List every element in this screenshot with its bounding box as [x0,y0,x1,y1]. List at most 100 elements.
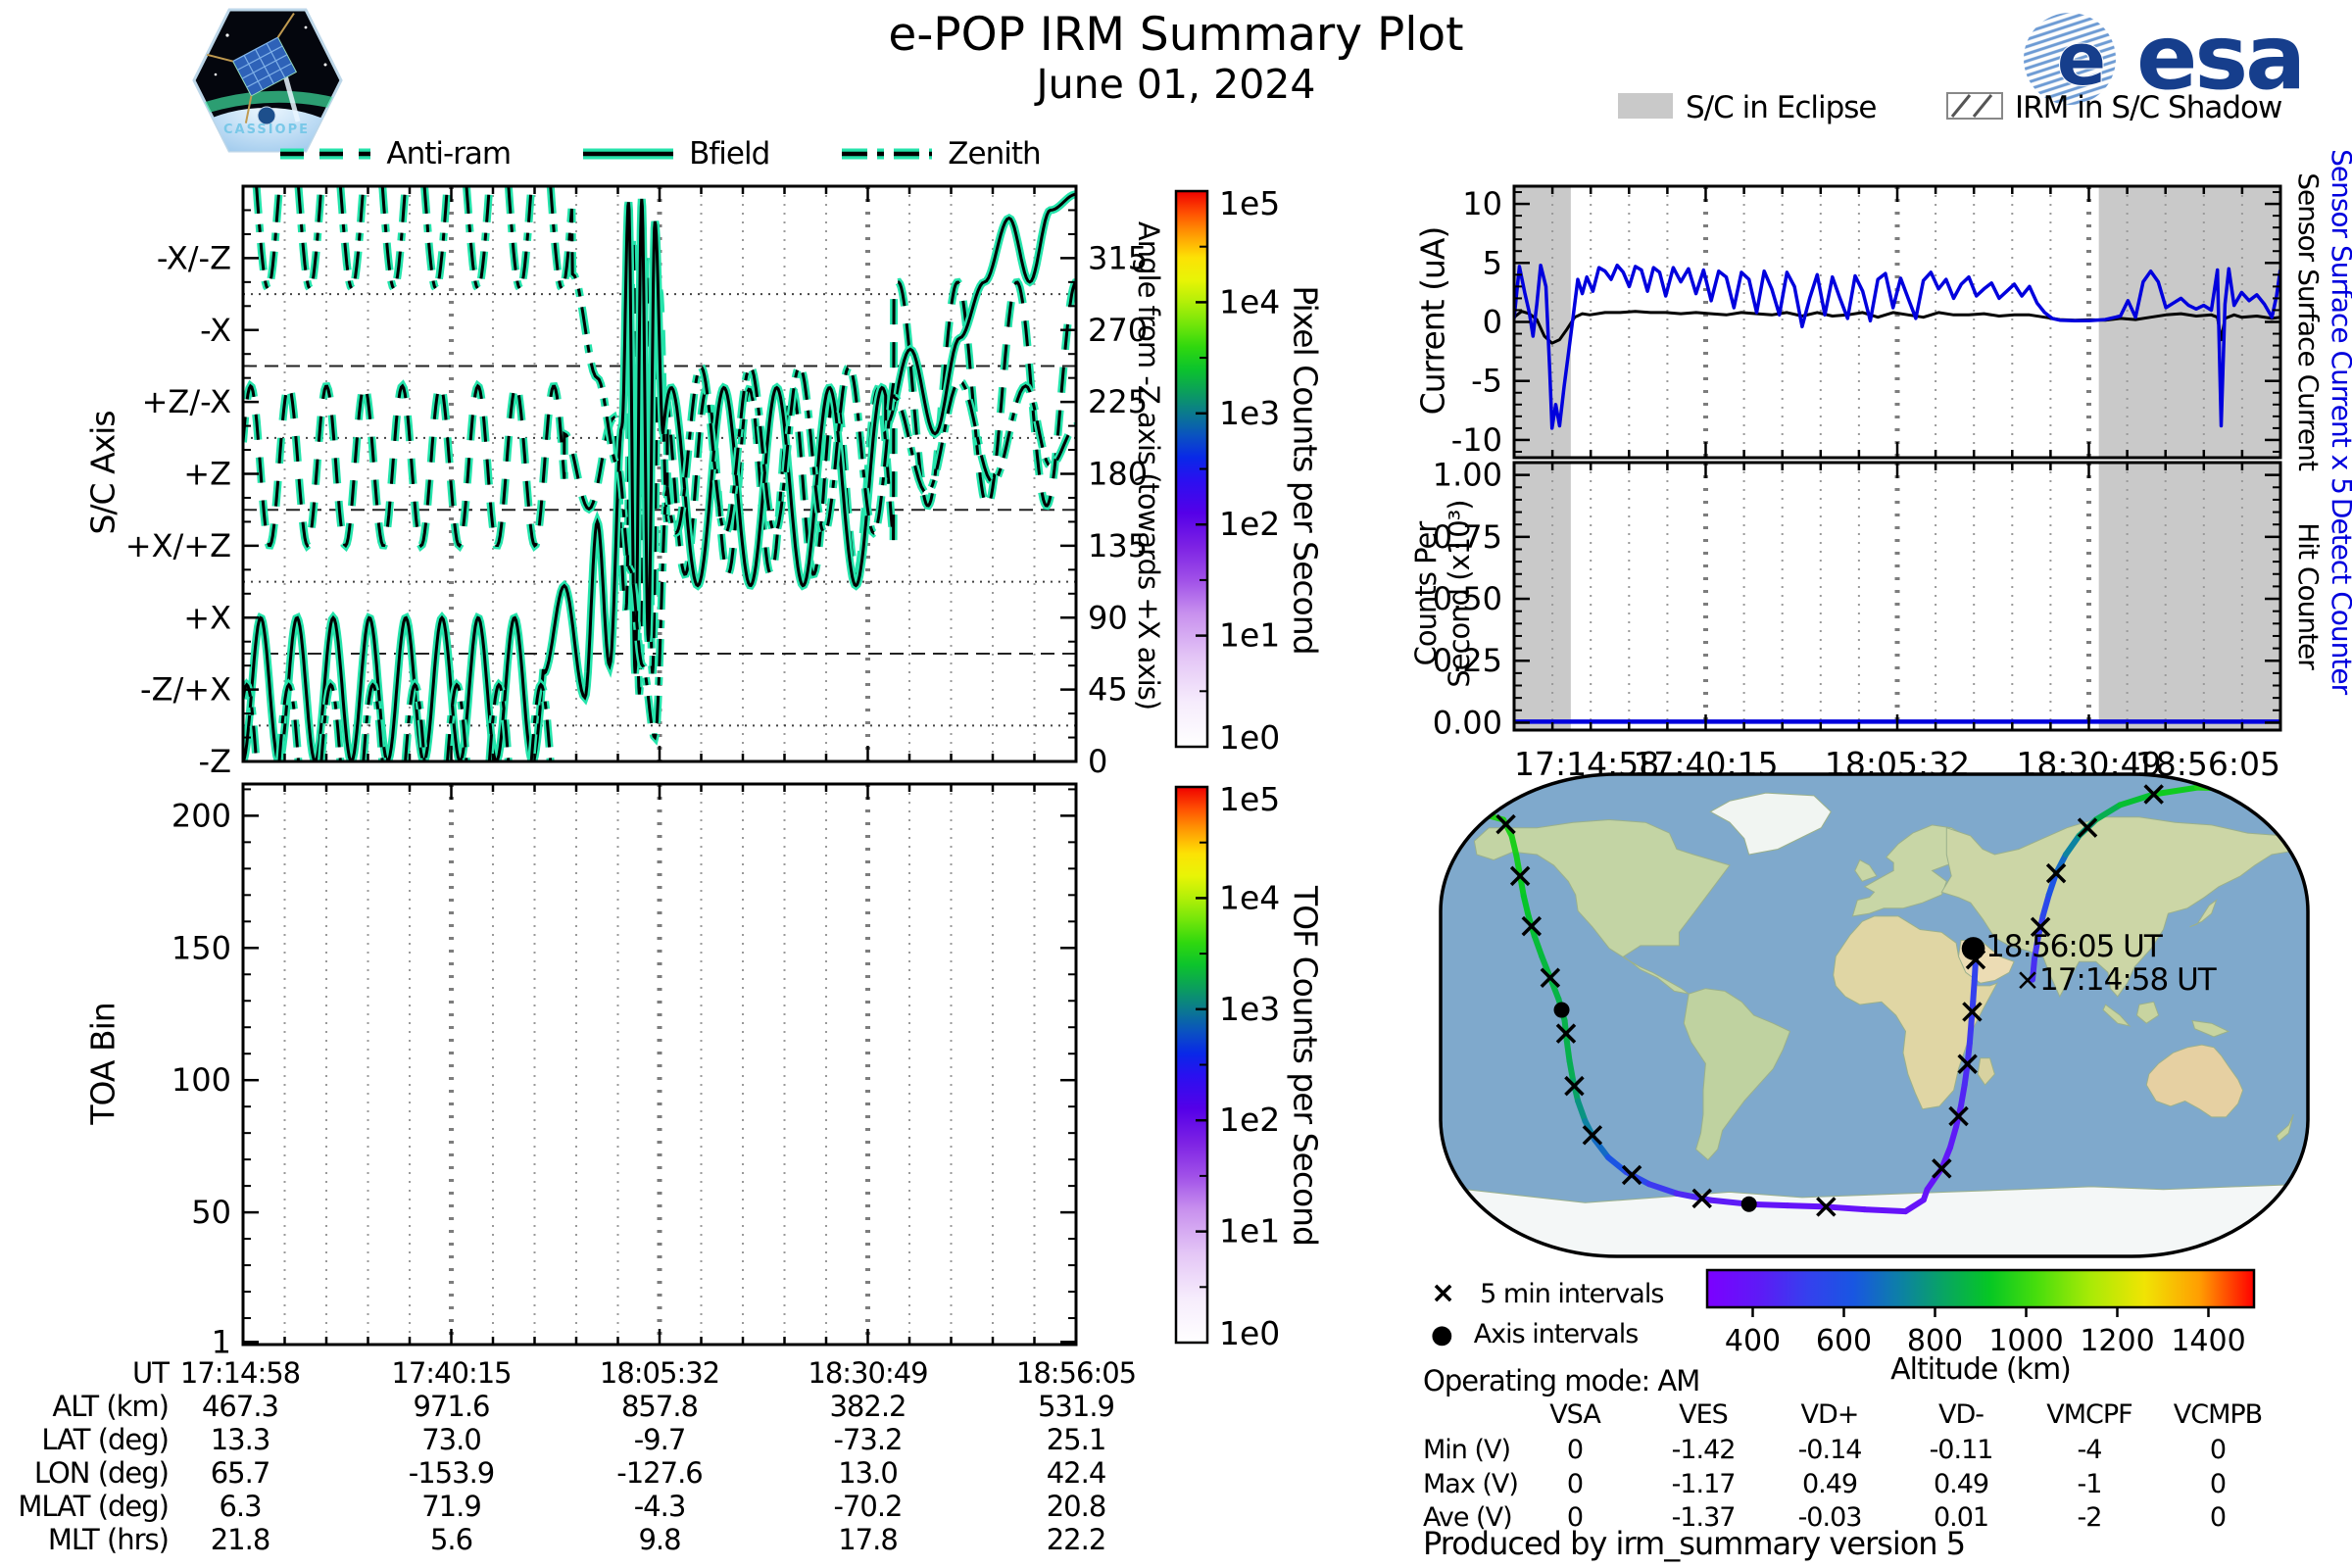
svg-text:50: 50 [191,1194,231,1231]
eclipse-swatch-icon [1618,93,1673,119]
sc-axis-frame [241,184,1078,763]
voltage-value: -1 [2077,1468,2103,1499]
ephemeris-value: -127.6 [616,1455,704,1490]
ephemeris-value: 22.2 [1046,1522,1107,1556]
svg-text:-10: -10 [1451,421,1502,459]
svg-text:100: 100 [172,1061,231,1099]
ephemeris-row-label: ALT (km) [52,1389,170,1423]
anti-ram-line-sample-icon [280,148,371,160]
ephemeris-value: 18:56:05 [1015,1356,1137,1390]
voltage-value: -0.11 [1929,1435,1994,1465]
voltage-value: 0.01 [1933,1502,1989,1533]
ephemeris-value: 13.0 [838,1455,899,1490]
svg-text:5: 5 [1483,244,1502,281]
pixcb-colorbar: 1e0 1e1 1e2 1e3 1e4 1e5 [1174,184,1280,757]
altitude-colorbar: 400 600 800 1000 1200 1400 [1705,1268,2256,1358]
svg-text:1e3: 1e3 [1219,990,1280,1028]
voltage-value: -0.03 [1797,1502,1863,1533]
svg-text:600: 600 [1816,1324,1872,1358]
shadow-legend-label: IRM in S/C Shadow [2015,90,2282,125]
end-time-label: 18:56:05 UT [1985,929,2163,964]
current-frame [1512,184,2282,460]
ephemeris-value: 531.9 [1037,1389,1115,1423]
ephemeris-value: 25.1 [1046,1422,1107,1456]
pixel-colorbar-title: Pixel Counts per Second [1286,285,1325,655]
ephemeris-value: 17:14:58 [179,1356,301,1390]
voltage-value: -1.42 [1671,1435,1737,1465]
svg-text:1e2: 1e2 [1219,1101,1280,1139]
ephemeris-value: 18:05:32 [599,1356,720,1390]
current-grid [1514,186,2280,458]
ground-track-map [1439,772,2310,1258]
svg-text:+Z/-X: +Z/-X [142,383,231,420]
svg-text:180: 180 [1088,456,1148,493]
svg-text:1e3: 1e3 [1219,394,1280,432]
svg-text:315: 315 [1088,239,1148,276]
svg-text:1e1: 1e1 [1219,1212,1280,1250]
voltage-column-header: VCMPB [2173,1399,2263,1430]
voltage-table: VSA VES VD+ VD- VMCPF VCMPB Min (V) 0 -1.42 -0.14… [1423,1399,2352,1533]
ephemeris-value: 467.3 [201,1389,279,1423]
current-series [1514,263,2280,430]
ephemeris-row-label: LAT (deg) [41,1422,170,1456]
ephemeris-value: 17.8 [838,1522,899,1556]
tof-colorbar-title: TOF Counts per Second [1286,885,1325,1247]
series-anti-ram [243,233,1076,695]
cassiope-mission-patch: CASSIOPE [188,6,345,155]
voltage-value: -1.17 [1671,1468,1737,1499]
ephemeris-value: 18:30:49 [808,1356,928,1390]
detect-counter-label: Detect Counter [2326,497,2352,695]
svg-text:-X/-Z: -X/-Z [157,239,231,276]
sc-axis-legend: Anti-ram Bfield Zenith [243,133,1076,174]
voltage-column-header: VD- [1937,1399,1984,1430]
ephemeris-value: 857.8 [620,1389,699,1423]
voltage-value: -4 [2077,1435,2103,1465]
start-time-label: 17:14:58 UT [2038,962,2217,998]
svg-text:45: 45 [1088,671,1128,709]
svg-text:135: 135 [1088,527,1148,564]
voltage-column-header: VES [1679,1399,1729,1430]
hit-counter-label: Hit Counter [2292,522,2325,669]
legend-label-zenith: Zenith [948,136,1041,172]
svg-text:1e4: 1e4 [1219,878,1280,916]
ephemeris-value: 971.6 [413,1389,490,1423]
svg-text:+X/+Z: +X/+Z [125,527,231,564]
ephemeris-value: 5.6 [429,1522,473,1556]
ephemeris-value: 6.3 [219,1489,262,1523]
ephemeris-value: -9.7 [633,1422,687,1456]
eclipse-legend: S/C in Eclipse IRM in S/C Shadow [1568,88,2352,127]
svg-text:-Z: -Z [199,743,231,780]
svg-text:400: 400 [1725,1324,1781,1358]
svg-text:-X: -X [200,312,231,349]
current-series [1514,310,2280,345]
esa-logo: e esa [2021,10,2350,108]
counts-frame [1512,461,2282,732]
svg-text:0: 0 [1483,304,1502,341]
svg-text:1e5: 1e5 [1219,184,1280,222]
voltage-value: 0 [2209,1435,2227,1465]
counts-right-labels: Detect Counter Hit Counter [2291,292,2352,900]
voltage-value: 0 [1566,1435,1584,1465]
svg-text:800: 800 [1907,1324,1963,1358]
svg-text:0.75: 0.75 [1433,518,1502,556]
ephemeris-value: -153.9 [408,1455,496,1490]
cassiope-patch-label: CASSIOPE [223,122,310,137]
ephemeris-row-label: MLT (hrs) [47,1522,170,1556]
svg-text:1400: 1400 [2171,1324,2245,1358]
series-bfield [243,192,1076,761]
svg-text:-5: -5 [1471,363,1502,400]
ephemeris-row-label: MLAT (deg) [18,1489,170,1523]
map-marker-legend: × 5 min intervals ● Axis intervals [1431,1276,1705,1362]
bfield-line-sample-icon [583,148,674,160]
svg-text:+Z: +Z [183,456,231,493]
svg-text:1e0: 1e0 [1219,1314,1280,1352]
current-plot [1514,263,2280,430]
legend-label-anti-ram: Anti-ram [386,136,512,172]
voltage-row-label: Max (V) [1423,1468,1519,1499]
dot-marker-icon: ● [1431,1320,1453,1349]
voltage-row-label: Min (V) [1423,1435,1511,1465]
cassiope-patch-graphic: CASSIOPE [192,8,343,153]
ephemeris-table: UT 17:14:58 17:40:15 18:05:32 18:30:49 18:56:… [0,1356,1186,1556]
voltage-column-header: VD+ [1800,1399,1860,1430]
